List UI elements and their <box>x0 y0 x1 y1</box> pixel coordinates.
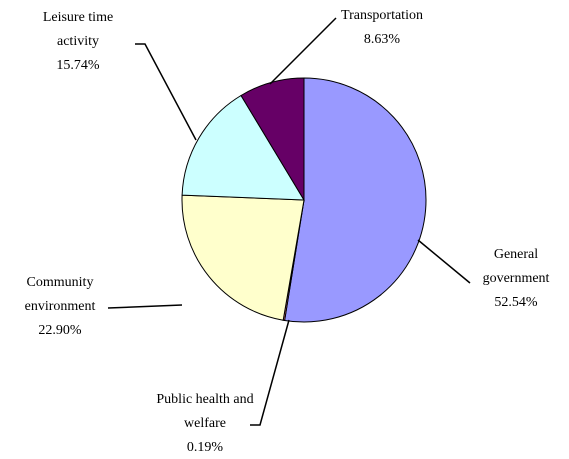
leader-line <box>417 239 471 284</box>
slice-label: General government 52.54% <box>471 243 561 315</box>
percent-label: 0.19% <box>186 440 224 455</box>
leader-line <box>107 304 183 309</box>
percent-label: 22.90% <box>38 323 82 338</box>
percent-label: 15.74% <box>56 58 100 73</box>
slice-label: Leisure time activity 15.74% <box>23 6 133 78</box>
slice-label: Community environment 22.90% <box>5 271 115 343</box>
leader-line <box>269 17 337 85</box>
percent-label: 8.63% <box>363 32 401 47</box>
category-name: Leisure time activity <box>42 10 114 49</box>
leader-line <box>135 43 197 141</box>
percent-label: 52.54% <box>494 295 538 310</box>
category-name: General government <box>482 247 550 286</box>
pie-slice <box>181 194 305 321</box>
category-name: Transportation <box>341 8 423 23</box>
slice-label: Public health and welfare 0.19% <box>150 388 260 459</box>
pie-slice <box>284 77 427 323</box>
category-name: Community environment <box>24 275 96 314</box>
category-name: Public health and welfare <box>156 392 254 431</box>
pie-slice <box>181 94 305 201</box>
slice-label: Transportation 8.63% <box>327 4 437 52</box>
leader-line <box>250 319 290 426</box>
